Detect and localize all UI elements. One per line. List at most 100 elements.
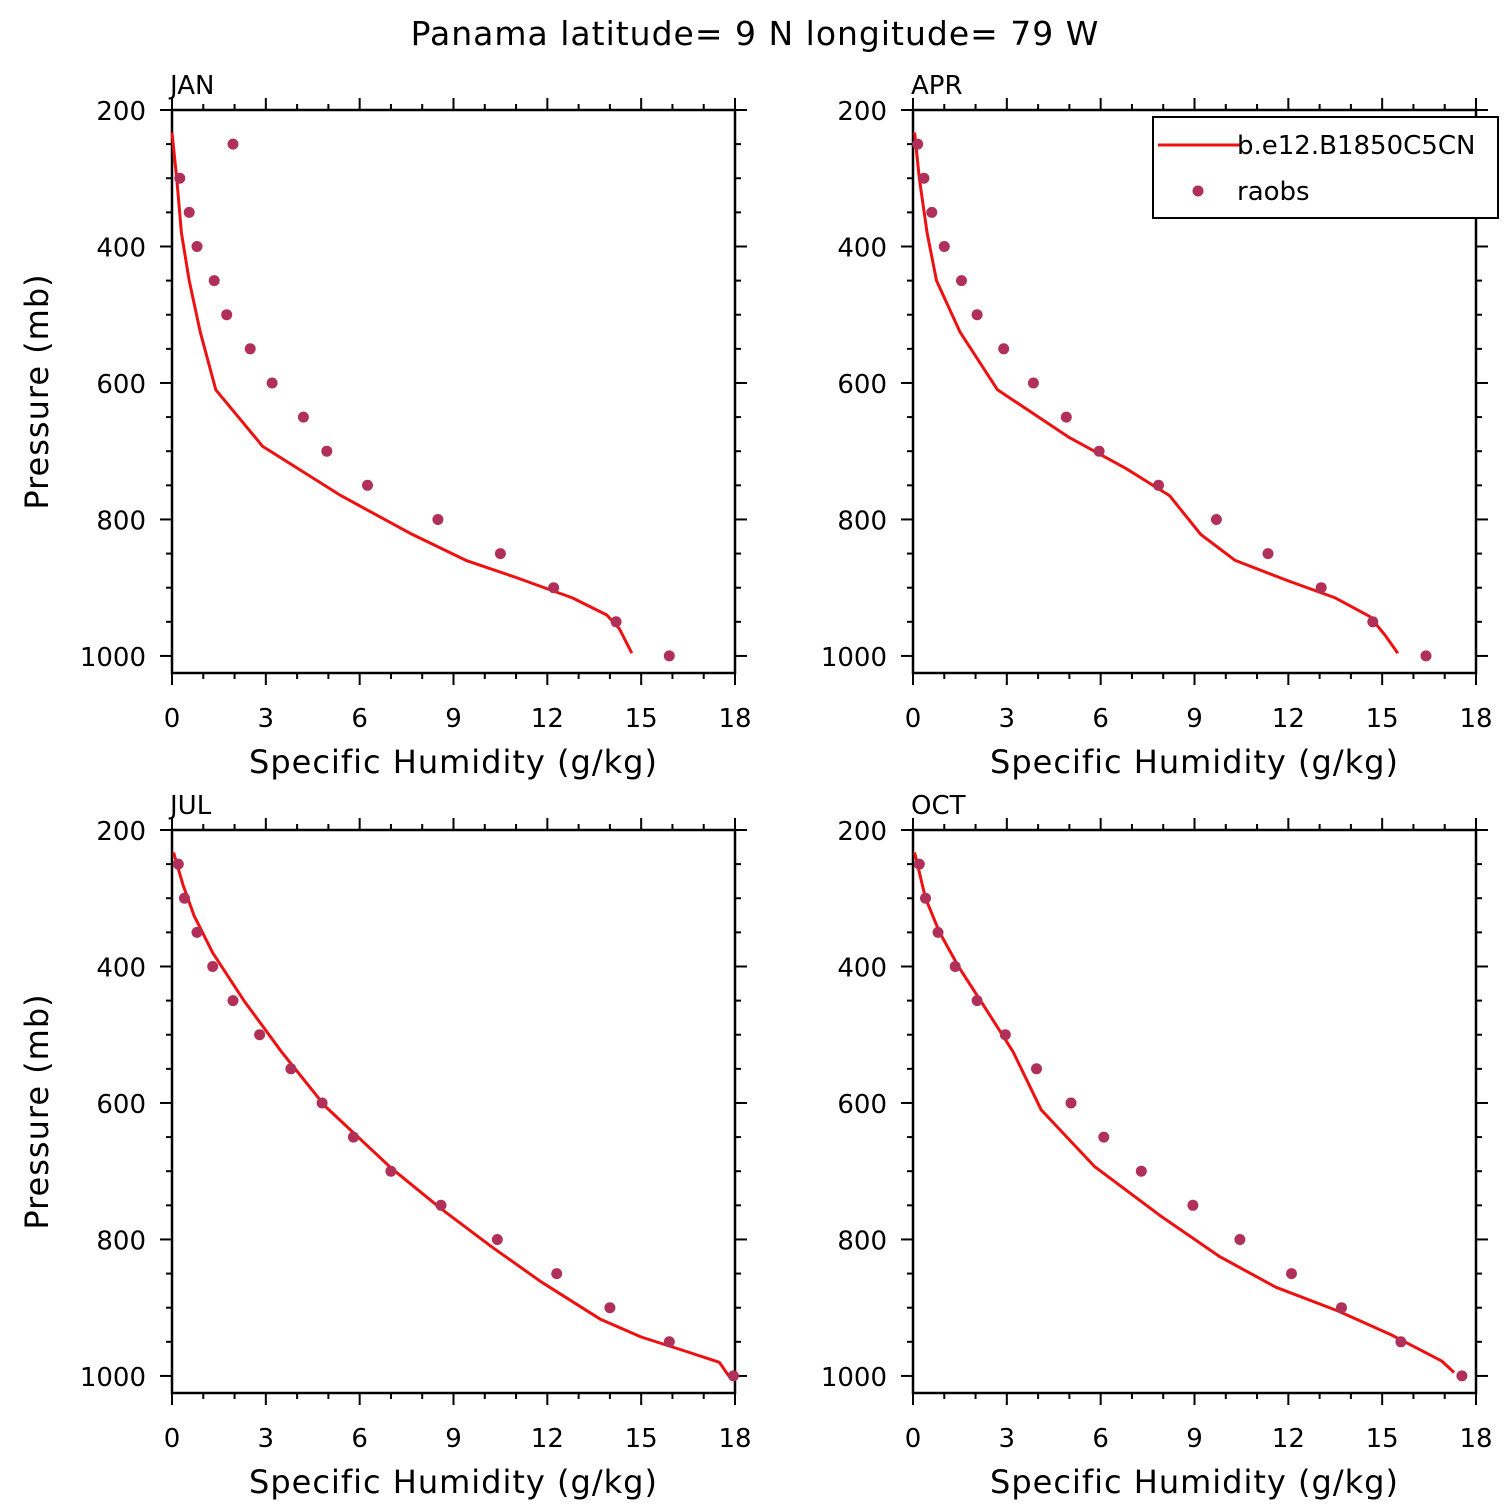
raobs-point (321, 445, 333, 457)
y-tick-label: 600 (96, 1090, 146, 1120)
x-axis-title: Specific Humidity (g/kg) (249, 743, 658, 781)
raobs-point (971, 309, 983, 321)
model-profile-line (913, 852, 1456, 1374)
x-tick-label: 12 (531, 704, 564, 734)
x-tick-label: 6 (1092, 704, 1109, 734)
x-tick-label: 0 (164, 704, 181, 734)
x-tick-label: 6 (351, 1424, 368, 1454)
x-tick-label: 3 (999, 1424, 1016, 1454)
x-tick-label: 9 (1186, 704, 1203, 734)
y-axis-title: Pressure (mb) (18, 273, 56, 509)
raobs-point (949, 961, 961, 972)
raobs-point (266, 377, 278, 389)
plot-frame (170, 828, 737, 1395)
panel-jan: JAN 0 3 6 9 12 15 18 200 400 600 800 1000 Specific Hu… (18, 71, 752, 781)
model-profile-line (913, 132, 1400, 655)
x-tick-label: 15 (1366, 1424, 1399, 1454)
raobs-point (1093, 445, 1105, 457)
panel-label: JUL (168, 791, 212, 821)
raobs-point (1456, 1370, 1468, 1382)
raobs-point (1153, 479, 1164, 491)
raobs-point (297, 411, 309, 423)
y-tick-label: 400 (96, 953, 146, 983)
raobs-point (918, 172, 930, 184)
y-tick-label: 200 (837, 97, 887, 127)
raobs-point (1262, 548, 1274, 560)
y-tick-label: 1000 (80, 1363, 146, 1393)
raobs-point (956, 275, 967, 287)
raobs-point (926, 206, 938, 218)
raobs-point (254, 1029, 266, 1041)
raobs-point (912, 138, 924, 150)
raobs-point (227, 995, 239, 1007)
raobs-point (548, 582, 560, 594)
raobs-point (610, 616, 622, 628)
raobs-point (221, 309, 233, 321)
raobs-point (1234, 1234, 1246, 1245)
y-tick-label: 400 (837, 233, 887, 263)
raobs-point (1336, 1302, 1347, 1314)
raobs-point (932, 926, 944, 938)
panel-label: OCT (911, 791, 966, 821)
x-tick-label: 15 (1366, 704, 1399, 734)
x-tick-label: 9 (445, 1424, 462, 1454)
legend: b.e12.B1850C5CN raobs (1152, 116, 1499, 219)
figure-title: Panama latitude= 9 N longitude= 79 W (411, 14, 1100, 53)
raobs-point (1210, 514, 1222, 525)
raobs-point (191, 926, 203, 938)
raobs-point (727, 1370, 739, 1382)
y-tick-label: 600 (96, 370, 146, 400)
y-tick-label: 800 (837, 506, 887, 536)
x-axis-title: Specific Humidity (g/kg) (249, 1463, 658, 1501)
raobs-point (191, 241, 203, 252)
x-tick-label: 3 (258, 704, 275, 734)
plot-frame (170, 108, 737, 675)
raobs-point (491, 1234, 503, 1245)
panel-label: JAN (168, 71, 214, 101)
raobs-point (938, 241, 950, 252)
y-tick-label: 1000 (80, 643, 146, 673)
raobs-point (347, 1131, 359, 1143)
x-tick-label: 0 (164, 1424, 181, 1454)
x-tick-label: 3 (258, 1424, 275, 1454)
raobs-point (174, 172, 186, 184)
raobs-point (207, 961, 219, 972)
raobs-point (998, 343, 1010, 355)
raobs-point (172, 858, 184, 870)
raobs-point (432, 514, 444, 525)
raobs-point (971, 995, 983, 1007)
x-tick-label: 0 (905, 1424, 922, 1454)
x-tick-label: 12 (531, 1424, 564, 1454)
x-tick-label: 18 (1459, 1424, 1492, 1454)
x-tick-label: 0 (905, 704, 922, 734)
raobs-point (1420, 650, 1432, 662)
raobs-point (435, 1199, 447, 1211)
x-tick-label: 12 (1272, 704, 1305, 734)
raobs-point (1395, 1336, 1407, 1348)
x-tick-label: 6 (351, 704, 368, 734)
raobs-point (494, 548, 506, 560)
y-tick-label: 800 (837, 1226, 887, 1256)
raobs-point (244, 343, 256, 355)
raobs-point (227, 138, 239, 150)
raobs-point (663, 1336, 675, 1348)
y-tick-label: 1000 (821, 1363, 887, 1393)
raobs-point (1027, 377, 1039, 389)
raobs-point (604, 1302, 616, 1314)
model-profile-line (170, 132, 634, 654)
panel-oct: OCT 0 3 6 9 12 15 18 200 400 600 800 1000 Specific Hu… (821, 791, 1493, 1501)
x-tick-label: 15 (625, 1424, 658, 1454)
y-tick-label: 800 (96, 506, 146, 536)
raobs-point (663, 650, 675, 662)
raobs-point (1065, 1097, 1077, 1109)
y-tick-label: 200 (837, 817, 887, 847)
x-tick-label: 18 (718, 1424, 751, 1454)
y-tick-label: 600 (837, 370, 887, 400)
x-tick-label: 6 (1092, 1424, 1109, 1454)
x-tick-label: 18 (1459, 704, 1492, 734)
y-axis-title: Pressure (mb) (18, 993, 56, 1229)
raobs-point (385, 1165, 397, 1177)
x-axis-title: Specific Humidity (g/kg) (990, 743, 1399, 781)
raobs-point (1098, 1131, 1110, 1143)
